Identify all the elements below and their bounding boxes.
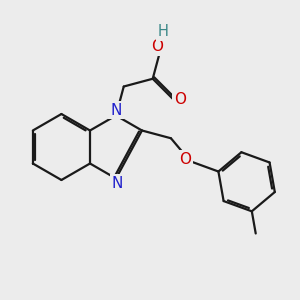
Text: O: O: [174, 92, 186, 107]
Text: O: O: [151, 39, 163, 54]
Text: N: N: [110, 103, 122, 118]
Text: O: O: [179, 152, 191, 167]
Text: N: N: [112, 176, 123, 190]
Text: H: H: [158, 24, 169, 39]
